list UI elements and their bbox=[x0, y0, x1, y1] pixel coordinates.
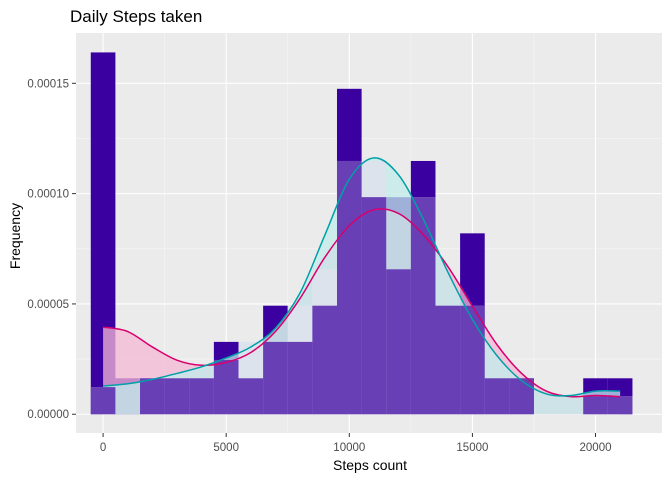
y-tick-label: 0.00005 bbox=[27, 299, 69, 311]
x-tick-label: 5000 bbox=[213, 442, 239, 454]
histogram-bar-overlap bbox=[336, 160, 362, 415]
x-axis: 0 5000 10000 15000 20000 bbox=[100, 433, 612, 454]
y-tick-label: 0.00010 bbox=[27, 189, 69, 201]
x-tick-label: 15000 bbox=[456, 442, 488, 454]
chart-title: Daily Steps taken bbox=[70, 7, 202, 26]
histogram-bar-overlap bbox=[164, 378, 190, 415]
y-axis-title: Frequency bbox=[7, 203, 23, 269]
histogram-bar-overlap bbox=[484, 378, 510, 415]
histogram-bar-overlap bbox=[287, 341, 313, 415]
x-tick-label: 20000 bbox=[580, 442, 612, 454]
histogram-bar-overlap bbox=[583, 396, 608, 415]
histogram-bar-overlap bbox=[386, 269, 411, 415]
histogram-bar-overlap bbox=[435, 305, 461, 415]
histogram-bar-overlap bbox=[263, 341, 288, 415]
y-tick-label: 0.00015 bbox=[27, 78, 69, 90]
histogram-bar-overlap bbox=[361, 197, 387, 415]
histogram-bar-overlap bbox=[213, 359, 239, 415]
y-tick-label: 0.00000 bbox=[27, 409, 69, 421]
y-axis: 0.00000 0.00005 0.00010 0.00015 bbox=[27, 78, 76, 421]
x-tick-label: 0 bbox=[100, 442, 106, 454]
density-lines bbox=[102, 157, 621, 398]
x-tick-label: 10000 bbox=[333, 442, 365, 454]
histogram-bar-overlap bbox=[607, 396, 633, 415]
histogram-bar-overlap bbox=[238, 378, 264, 415]
histogram-bar-overlap bbox=[509, 378, 534, 415]
histogram-bar-overlap bbox=[460, 305, 485, 415]
histogram-bar-overlap bbox=[410, 197, 436, 415]
histogram-bar-overlap bbox=[140, 378, 165, 415]
x-axis-title: Steps count bbox=[333, 457, 407, 473]
histogram-bar-overlap bbox=[90, 387, 116, 415]
histogram-bar-overlap bbox=[189, 378, 214, 415]
density-line-1 bbox=[102, 208, 621, 398]
histogram-bars-secondary bbox=[90, 160, 633, 415]
density-line-2 bbox=[103, 157, 621, 397]
histogram-bar-overlap bbox=[312, 305, 337, 415]
